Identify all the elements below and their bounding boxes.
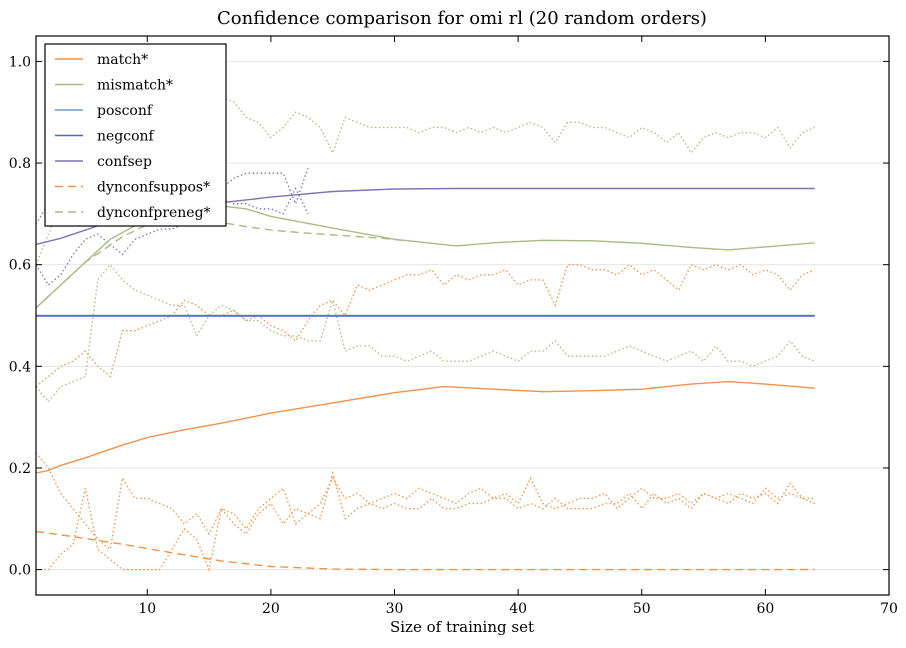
y-tick-label: 0.6: [9, 258, 31, 274]
x-tick-label: 50: [633, 601, 651, 617]
series-line-run: [36, 476, 815, 572]
legend-label: posconf: [97, 103, 154, 119]
series-line-dynconfsuppos: [35, 530, 815, 571]
x-tick-label: 70: [880, 601, 898, 617]
y-tick-label: 1.0: [9, 54, 31, 70]
chart-title: Confidence comparison for omi rl (20 ran…: [217, 8, 707, 29]
series-line-match: [35, 380, 815, 474]
plot-frame: [35, 35, 890, 596]
y-tick-label: 0.2: [9, 461, 31, 477]
grid-lines: [36, 60, 889, 571]
ticks: 10 20 30 40 50 60 70 0.0 0.2 0.4 0.6 0.8 1.0: [9, 36, 898, 617]
legend-label: dynconfpreneg*: [97, 205, 211, 221]
legend-label: negconf: [97, 129, 156, 145]
series-line-run: [35, 263, 816, 388]
x-tick-label: 10: [138, 601, 156, 617]
series-line-run: [35, 96, 816, 265]
series-line-mismatch: [35, 203, 815, 309]
legend-label: confsep: [97, 154, 152, 170]
y-tick-label: 0.4: [9, 359, 31, 375]
legend-label: dynconfsuppos*: [97, 180, 210, 196]
y-tick-label: 0.0: [9, 563, 31, 579]
x-tick-label: 30: [386, 601, 404, 617]
x-tick-label: 60: [756, 601, 774, 617]
legend-label: mismatch*: [97, 78, 173, 94]
series-line-run: [35, 263, 816, 403]
x-axis-label: Size of training set: [390, 618, 534, 636]
x-tick-label: 20: [262, 601, 280, 617]
legend: match* mismatch* posconf negconf confsep dync…: [44, 43, 227, 227]
y-tick-label: 0.8: [9, 156, 31, 172]
x-tick-label: 40: [509, 601, 527, 617]
legend-label: match*: [97, 52, 148, 68]
series-line-dynconfpreneg: [35, 215, 407, 309]
series-layer: [35, 96, 816, 572]
series-line-run: [35, 167, 309, 286]
series-line-confsep: [35, 187, 815, 246]
